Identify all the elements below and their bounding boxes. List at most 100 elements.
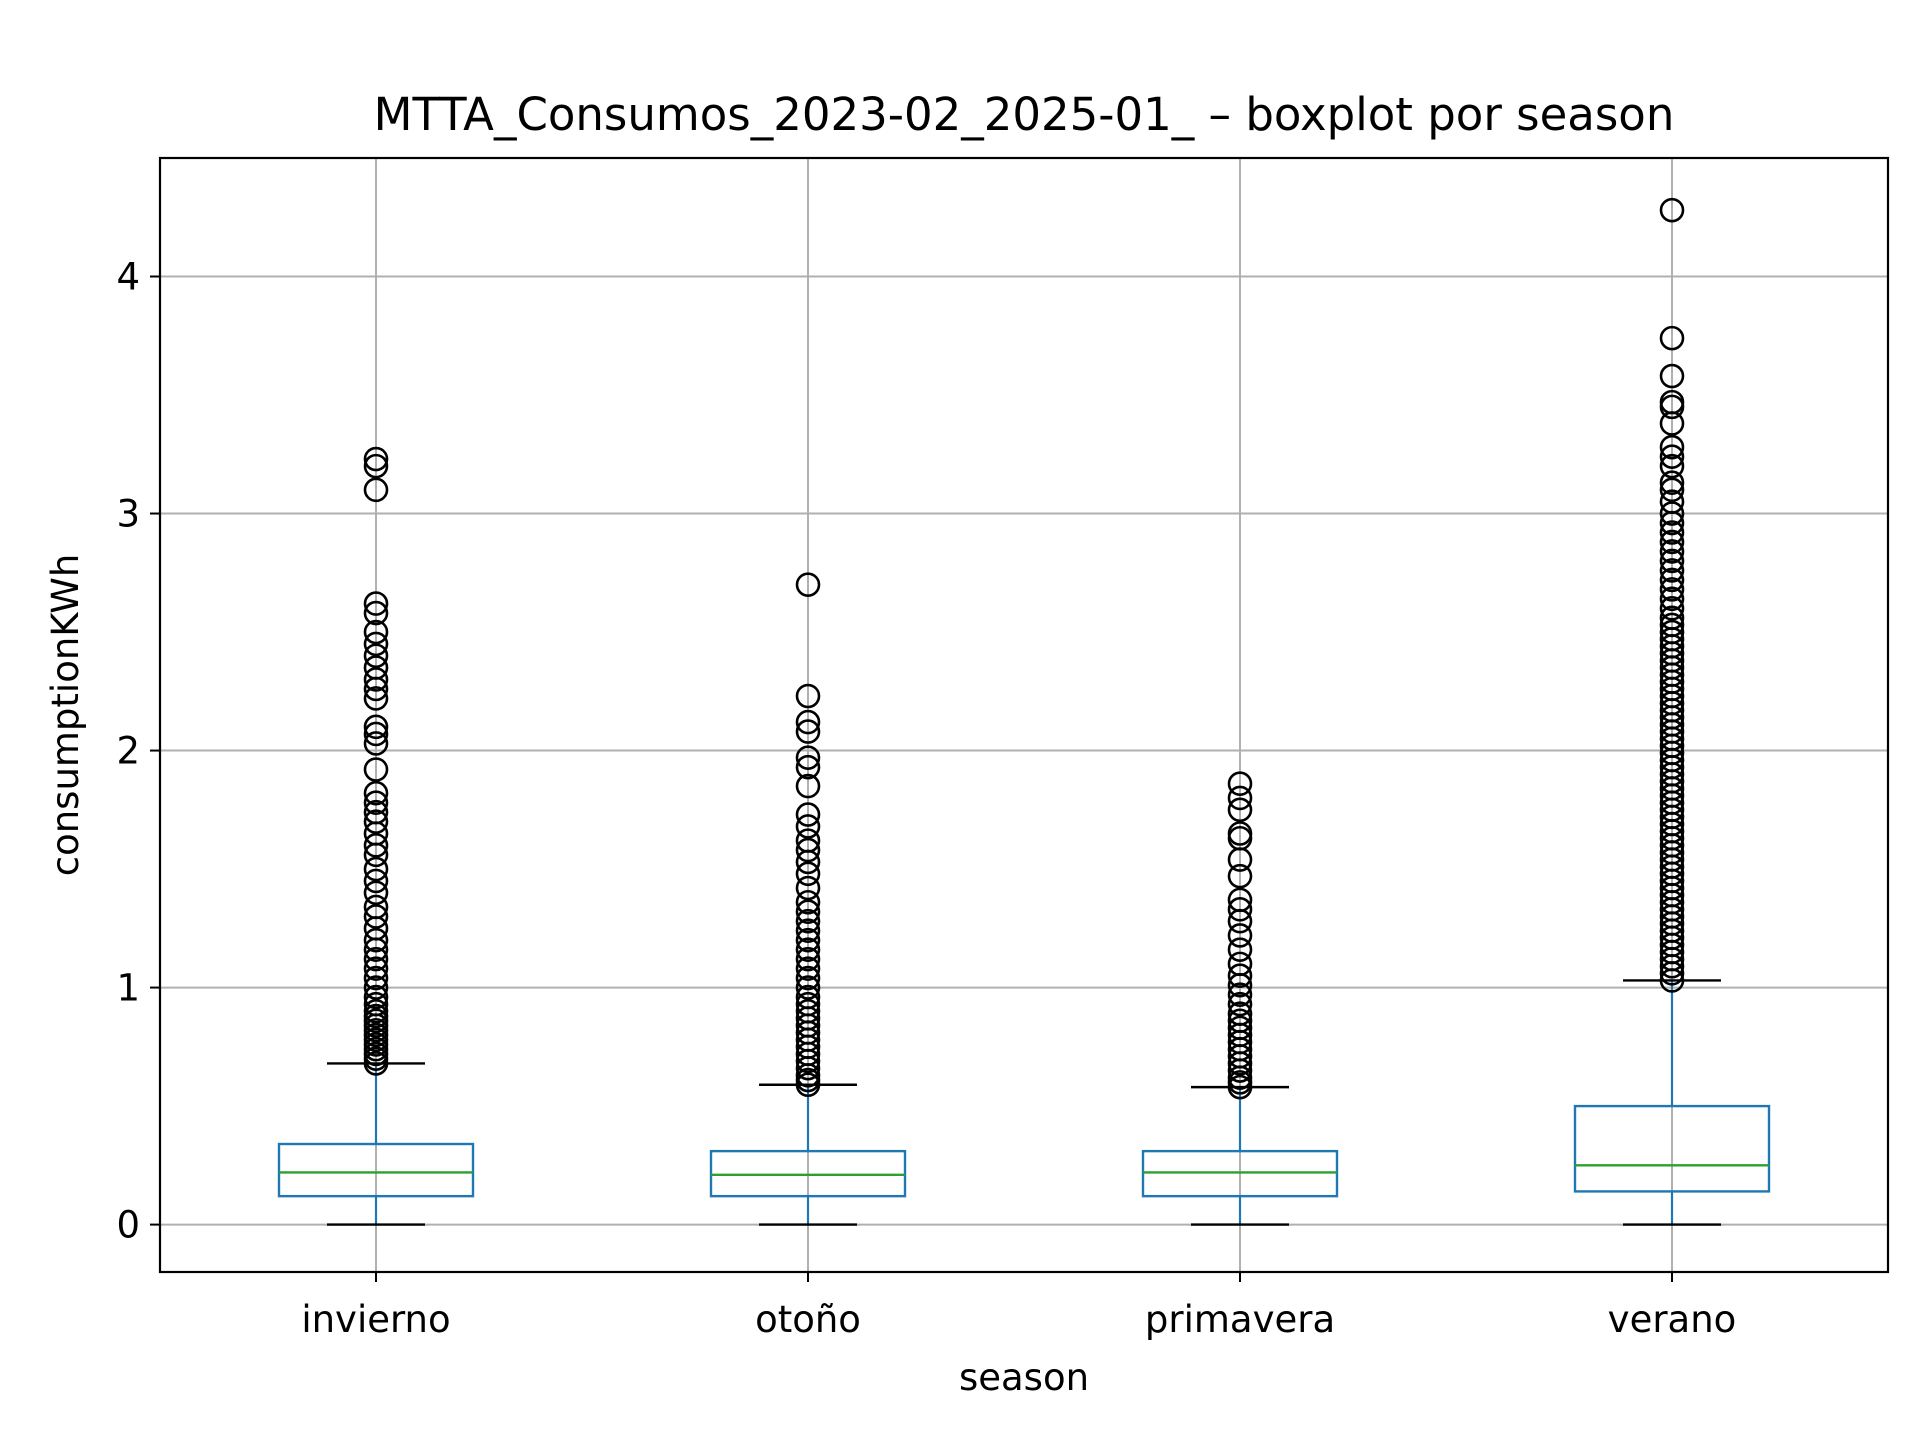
outlier-point bbox=[1227, 887, 1253, 913]
outlier-point bbox=[1659, 389, 1685, 415]
outlier-point bbox=[363, 799, 389, 825]
outlier-point bbox=[795, 889, 821, 915]
outlier-point bbox=[1227, 1001, 1253, 1026]
outlier-point bbox=[363, 868, 389, 894]
outlier-point bbox=[1659, 501, 1685, 526]
box-invierno bbox=[277, 446, 475, 1226]
outlier-point bbox=[795, 814, 821, 839]
outlier-point bbox=[363, 975, 389, 1000]
outlier-point bbox=[1227, 821, 1253, 846]
y-tick-label: 2 bbox=[116, 730, 140, 773]
outlier-point bbox=[795, 899, 821, 925]
outlier-point bbox=[795, 828, 821, 853]
outlier-point bbox=[363, 714, 389, 740]
outlier-point bbox=[795, 975, 821, 1000]
iqr-box bbox=[277, 1142, 475, 1198]
outlier-point bbox=[363, 984, 389, 1010]
box-otoño bbox=[709, 572, 907, 1226]
outlier-point bbox=[363, 731, 389, 756]
outlier-point bbox=[1659, 548, 1685, 574]
outlier-point bbox=[1659, 520, 1685, 545]
y-tick-label: 4 bbox=[116, 256, 140, 299]
outlier-point bbox=[795, 745, 821, 770]
outlier-point bbox=[363, 453, 389, 479]
x-axis-label: season bbox=[959, 1356, 1089, 1399]
outlier-point bbox=[1227, 785, 1253, 811]
outlier-point bbox=[1659, 539, 1685, 564]
outlier-point bbox=[1227, 982, 1253, 1007]
outlier-point bbox=[363, 600, 389, 626]
outlier-point bbox=[363, 721, 389, 747]
box-layer bbox=[277, 197, 1771, 1226]
plot-frame bbox=[158, 156, 1890, 1274]
outlier-point bbox=[795, 837, 821, 863]
axis-layer: 0 1 2 3 4 invierno otoño primavera verano bbox=[116, 256, 1736, 1341]
outlier-point bbox=[363, 991, 389, 1017]
outlier-point bbox=[1659, 489, 1685, 514]
outlier-point bbox=[795, 683, 821, 709]
outlier-point bbox=[1659, 434, 1685, 460]
outlier-point bbox=[1227, 797, 1253, 823]
outlier-point bbox=[795, 719, 821, 744]
outlier-point bbox=[1659, 619, 1685, 645]
outlier-point bbox=[363, 619, 389, 645]
outlier-point bbox=[795, 754, 821, 780]
outlier-point bbox=[363, 894, 389, 920]
outlier-point bbox=[1659, 612, 1685, 638]
outlier-point bbox=[363, 927, 389, 953]
x-tick-label: otoño bbox=[755, 1298, 861, 1341]
outlier-point bbox=[363, 446, 389, 472]
outlier-point bbox=[1659, 605, 1685, 631]
outlier-point bbox=[1659, 586, 1685, 612]
y-tick-label: 0 bbox=[116, 1204, 140, 1247]
outlier-point bbox=[795, 572, 821, 597]
outlier-point bbox=[363, 998, 389, 1024]
outlier-point bbox=[1227, 771, 1253, 797]
outlier-point bbox=[363, 880, 389, 906]
outlier-point bbox=[795, 908, 821, 934]
outlier-point bbox=[363, 956, 389, 981]
outlier-point bbox=[1659, 197, 1685, 223]
x-tick-label: verano bbox=[1608, 1298, 1737, 1341]
outlier-point bbox=[795, 965, 821, 991]
outlier-point bbox=[363, 809, 389, 834]
outlier-point bbox=[363, 686, 389, 711]
x-tick-label: primavera bbox=[1145, 1298, 1335, 1341]
outlier-point bbox=[1659, 529, 1685, 555]
outlier-point bbox=[795, 937, 821, 962]
outlier-point bbox=[1659, 596, 1685, 621]
outlier-point bbox=[363, 477, 389, 503]
outlier-point bbox=[1227, 1008, 1253, 1034]
outlier-point bbox=[363, 946, 389, 972]
outlier-point bbox=[795, 875, 821, 901]
outlier-point bbox=[1227, 937, 1253, 962]
outlier-point bbox=[795, 773, 821, 799]
outlier-point bbox=[1227, 1015, 1253, 1041]
outlier-point bbox=[795, 956, 821, 981]
x-tick-label: invierno bbox=[301, 1298, 450, 1341]
outlier-point bbox=[363, 904, 389, 929]
outlier-point bbox=[795, 918, 821, 943]
outlier-point bbox=[1659, 363, 1685, 389]
iqr-box bbox=[1573, 1104, 1771, 1193]
outlier-point bbox=[1227, 923, 1253, 948]
outlier-point bbox=[795, 946, 821, 972]
outlier-point bbox=[1659, 558, 1685, 583]
outlier-point bbox=[1659, 325, 1685, 351]
outlier-point bbox=[363, 667, 389, 692]
outlier-point bbox=[795, 991, 821, 1017]
outlier-point bbox=[363, 856, 389, 882]
outlier-point bbox=[1227, 863, 1253, 889]
outlier-point bbox=[1659, 577, 1685, 602]
outlier-point bbox=[1227, 897, 1253, 922]
outlier-point bbox=[363, 833, 389, 858]
outlier-point bbox=[1659, 477, 1685, 503]
outlier-point bbox=[363, 643, 389, 669]
outlier-point bbox=[363, 655, 389, 680]
outlier-point bbox=[795, 927, 821, 953]
y-tick-label: 1 bbox=[116, 967, 140, 1010]
outlier-point bbox=[795, 861, 821, 887]
outlier-point bbox=[1659, 444, 1685, 469]
y-axis-label: consumptionKWh bbox=[44, 554, 87, 877]
